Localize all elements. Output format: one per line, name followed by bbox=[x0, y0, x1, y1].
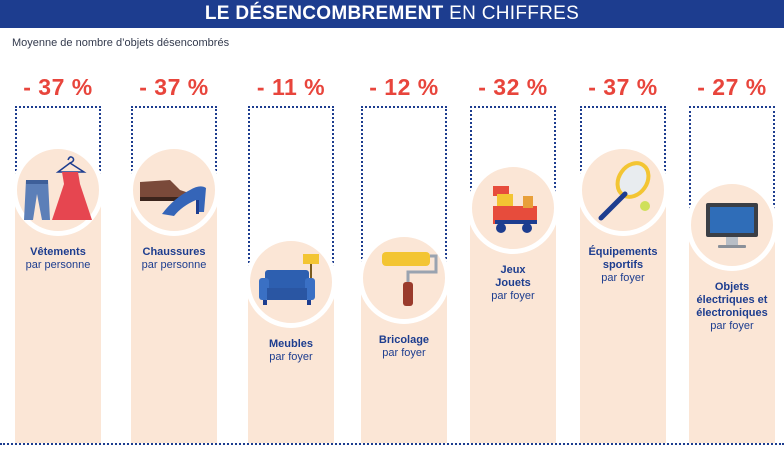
data-label: - 27 % bbox=[697, 74, 767, 100]
category-name: Meubles bbox=[268, 338, 313, 350]
category-name: Vêtements bbox=[30, 246, 86, 258]
category-unit: par foyer bbox=[382, 347, 426, 359]
category-name: Chaussures bbox=[142, 246, 206, 258]
category-unit: par personne bbox=[141, 259, 207, 271]
column-6: - 37 % Équipements sportifs par foyer bbox=[577, 0, 669, 455]
title-light: EN CHIFFRES bbox=[449, 3, 580, 24]
category-label: Bricolage par foyer bbox=[347, 334, 461, 360]
column-7: - 27 % Objets électriques et électroniques p… bbox=[686, 0, 778, 455]
column-5: - 32 % Jeux Jouets par foyer bbox=[467, 0, 559, 455]
category-name: Bricolage bbox=[378, 334, 430, 346]
column-2: - 37 % Chaussures par personne bbox=[128, 0, 220, 455]
category-label: Objets électriques et électroniques par foy… bbox=[675, 281, 784, 333]
sofa-icon bbox=[245, 236, 337, 328]
clothes-icon bbox=[12, 144, 104, 236]
category-name: Jouets bbox=[495, 277, 531, 289]
column-3: - 11 % Meubles par foyer bbox=[245, 0, 337, 455]
shoes-icon bbox=[128, 144, 220, 236]
category-unit: par foyer bbox=[601, 272, 645, 284]
bar-remaining bbox=[15, 106, 101, 190]
column-1: - 37 % Vêtements par personne bbox=[12, 0, 104, 455]
data-label: - 12 % bbox=[369, 74, 439, 100]
bar-remaining bbox=[361, 106, 447, 278]
page-title: LE DÉSENCOMBREMENT EN CHIFFRES bbox=[0, 0, 784, 28]
category-name: électriques et bbox=[696, 294, 768, 306]
computer-icon bbox=[686, 179, 778, 271]
category-name: électroniques bbox=[696, 307, 768, 319]
category-name: Équipements bbox=[588, 246, 658, 258]
tennis-racket-icon bbox=[577, 144, 669, 236]
category-unit: par personne bbox=[25, 259, 91, 271]
category-unit: par foyer bbox=[269, 351, 313, 363]
chart-subtitle: Moyenne de nombre d’objets désencombrés bbox=[12, 37, 230, 49]
data-label: - 37 % bbox=[588, 74, 658, 100]
category-label: Meubles par foyer bbox=[234, 338, 348, 364]
chart-baseline bbox=[0, 443, 784, 445]
column-4: - 12 % Bricolage par foyer bbox=[358, 0, 450, 455]
category-name: Jeux bbox=[500, 264, 526, 276]
category-label: Chaussures par personne bbox=[117, 246, 231, 272]
bar-remaining bbox=[689, 106, 775, 225]
title-bold: LE DÉSENCOMBREMENT bbox=[204, 3, 444, 24]
category-name: Objets bbox=[714, 281, 750, 293]
data-label: - 11 % bbox=[256, 74, 326, 100]
data-label: - 32 % bbox=[478, 74, 548, 100]
toy-train-icon bbox=[467, 162, 559, 254]
paint-roller-icon bbox=[358, 232, 450, 324]
category-unit: par foyer bbox=[710, 320, 754, 332]
data-label: - 37 % bbox=[23, 74, 93, 100]
category-name: sportifs bbox=[602, 259, 644, 271]
category-label: Jeux Jouets par foyer bbox=[456, 264, 570, 303]
category-unit: par foyer bbox=[491, 290, 535, 302]
bar-remaining bbox=[131, 106, 217, 190]
data-label: - 37 % bbox=[139, 74, 209, 100]
bar-remaining bbox=[470, 106, 556, 208]
category-label: Vêtements par personne bbox=[1, 246, 115, 272]
bar-remaining bbox=[248, 106, 334, 282]
bar-remaining bbox=[580, 106, 666, 190]
category-label: Équipements sportifs par foyer bbox=[566, 246, 680, 285]
